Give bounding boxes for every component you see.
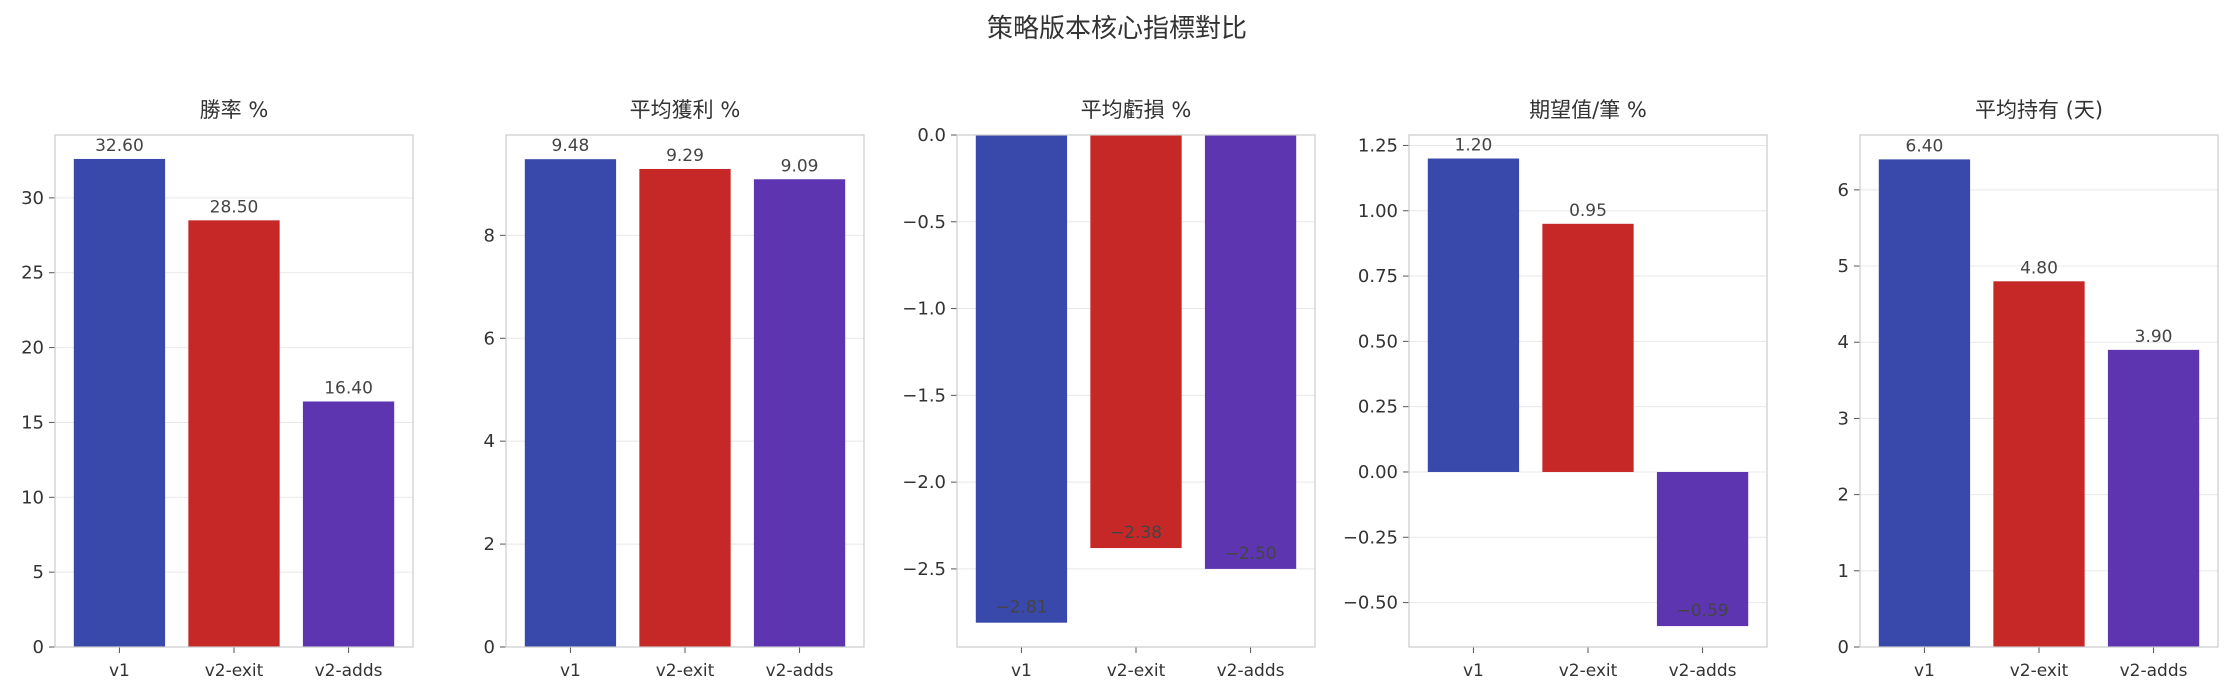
chart-panel-2: 平均獲利 % 9.48 v1 9.29 v2-exit 9.09 v2-adds 0 2 4 6 8: [484, 98, 865, 681]
value-label: 32.60: [95, 136, 144, 156]
value-label: 3.90: [2135, 327, 2173, 347]
x-tick-label: v2-adds: [1217, 661, 1285, 681]
y-tick-label: 10: [21, 487, 44, 508]
y-tick-label: 2: [484, 534, 495, 555]
bar-v2-adds: [1656, 471, 1749, 627]
x-tick-label: v2-exit: [205, 661, 264, 681]
y-tick-label: 30: [21, 188, 44, 209]
value-label: 9.29: [666, 146, 704, 166]
y-tick-label: 1.00: [1358, 201, 1398, 222]
y-tick-label: 0.50: [1358, 331, 1398, 352]
y-tick-label: −0.5: [902, 212, 946, 233]
x-tick-label: v2-adds: [2120, 661, 2188, 681]
y-tick-label: 0: [33, 637, 44, 658]
figure-title: 策略版本核心指標對比: [987, 14, 1247, 44]
axes-frame: [505, 134, 865, 648]
y-tick-label: 20: [21, 338, 44, 359]
value-label: 6.40: [1906, 136, 1944, 156]
value-label: −2.81: [995, 598, 1047, 618]
chart-panel-1: 勝率 % 32.60 v1 28.50 v2-exit 16.40 v2-adds 0 5 10 1…: [21, 98, 414, 681]
axes-frame: [54, 134, 414, 648]
x-tick-label: v1: [109, 661, 130, 681]
y-tick-label: −1.0: [902, 299, 946, 320]
bar-v2-exit: [1090, 135, 1182, 549]
y-tick-label: 0.00: [1358, 462, 1398, 483]
y-tick-label: 1.25: [1358, 135, 1398, 156]
value-label: 0.95: [1569, 201, 1607, 221]
axes-frame: [956, 134, 1316, 648]
y-tick-label: −2.5: [902, 559, 946, 580]
y-tick-label: 0: [484, 637, 495, 658]
value-label: 16.40: [324, 378, 373, 398]
bar-v2-exit: [1993, 281, 2085, 647]
y-tick-label: −2.0: [902, 472, 946, 493]
chart-panel-5: 平均持有 (天) 6.40 v1 4.80 v2-exit 3.90 v2-adds 0 1 2 3…: [1838, 98, 2219, 681]
x-tick-label: v2-adds: [1669, 661, 1737, 681]
y-tick-label: 15: [21, 412, 44, 433]
y-tick-label: 0.0: [917, 125, 946, 146]
y-tick-label: 0: [1838, 637, 1849, 658]
y-tick-label: −0.25: [1343, 527, 1398, 548]
value-label: 9.09: [781, 156, 819, 176]
x-tick-label: v2-adds: [766, 661, 834, 681]
value-label: −2.38: [1110, 523, 1162, 543]
x-tick-label: v1: [1463, 661, 1484, 681]
value-label: −2.50: [1225, 544, 1277, 564]
chart-panel-4: 期望值/筆 % 1.20 v1 0.95 v2-exit −0.59 v2-adds −0.5…: [1343, 98, 1768, 681]
y-tick-label: 25: [21, 263, 44, 284]
y-tick-label: −1.5: [902, 385, 946, 406]
axes-frame: [1859, 134, 2219, 648]
y-tick-label: 4: [484, 431, 495, 452]
bar-v1: [1427, 158, 1520, 472]
chart-title: 期望值/筆 %: [1529, 98, 1647, 122]
chart-panel-3: 平均虧損 % −2.81 v1 −2.38 v2-exit −2.50 v2-adds 0.0…: [902, 98, 1316, 681]
bar-v1: [524, 159, 617, 647]
value-label: 9.48: [552, 136, 590, 156]
chart-title: 平均獲利 %: [630, 98, 741, 122]
y-tick-label: −0.50: [1343, 593, 1398, 614]
y-tick-label: 6: [484, 328, 495, 349]
value-label: −0.59: [1677, 601, 1729, 621]
x-tick-label: v1: [1914, 661, 1935, 681]
y-tick-label: 8: [484, 225, 495, 246]
y-tick-label: 3: [1838, 408, 1849, 429]
bar-v2-exit: [188, 220, 280, 648]
chart-title: 平均持有 (天): [1975, 98, 2103, 122]
y-tick-label: 2: [1838, 485, 1849, 506]
y-tick-label: 5: [1838, 256, 1849, 277]
bar-v2-exit: [639, 168, 731, 648]
x-tick-label: v2-exit: [1559, 661, 1618, 681]
x-tick-label: v2-exit: [656, 661, 715, 681]
x-tick-label: v2-adds: [315, 661, 383, 681]
bar-v1: [975, 135, 1068, 623]
bar-v2-exit: [1542, 223, 1634, 472]
y-tick-label: 0.25: [1358, 397, 1398, 418]
y-tick-label: 5: [33, 562, 44, 583]
bar-v2-adds: [2107, 349, 2200, 647]
value-label: 4.80: [2020, 258, 2058, 278]
x-tick-label: v1: [560, 661, 581, 681]
bar-v2-adds: [753, 179, 846, 647]
value-label: 28.50: [210, 197, 259, 217]
y-tick-label: 1: [1838, 561, 1849, 582]
x-tick-label: v2-exit: [2010, 661, 2069, 681]
bar-v1: [1878, 159, 1971, 647]
chart-title: 勝率 %: [200, 98, 269, 122]
y-tick-label: 6: [1838, 180, 1849, 201]
y-tick-label: 0.75: [1358, 266, 1398, 287]
y-tick-label: 4: [1838, 332, 1849, 353]
bar-v2-adds: [302, 401, 395, 647]
bar-v2-adds: [1204, 135, 1297, 569]
chart-title: 平均虧損 %: [1081, 98, 1192, 122]
bar-v1: [73, 158, 166, 647]
x-tick-label: v1: [1011, 661, 1032, 681]
value-label: 1.20: [1455, 136, 1493, 156]
axes-frame: [1408, 134, 1768, 648]
x-tick-label: v2-exit: [1107, 661, 1166, 681]
